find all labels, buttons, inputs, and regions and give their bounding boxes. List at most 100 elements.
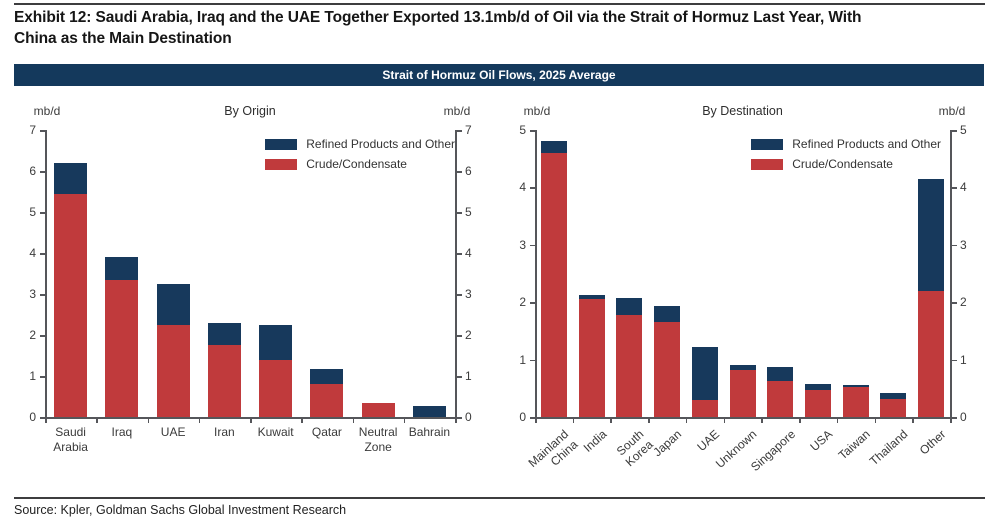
y-tick-label-left: 0 <box>29 410 36 424</box>
origin-chart: mb/d mb/d By Origin 0 0 1 1 2 2 3 3 4 4 5 5 6 6 7 7 Saudi A… <box>14 95 490 487</box>
x-tick <box>912 418 914 423</box>
x-axis-label: Iran <box>214 425 235 439</box>
x-tick <box>455 418 457 423</box>
top-divider <box>14 3 985 5</box>
bar-segment-refined <box>804 383 831 391</box>
x-tick <box>685 418 688 423</box>
x-axis-label: Japan <box>650 427 685 460</box>
x-tick <box>572 418 575 423</box>
y-axis-right <box>950 130 952 417</box>
x-axis-label: Kuwait <box>257 425 294 439</box>
y-tick-right <box>951 302 957 304</box>
y-tick-right <box>456 130 462 132</box>
bar-segment-crude <box>880 398 907 417</box>
y-tick-label-right: 4 <box>960 180 967 195</box>
x-tick <box>648 418 650 423</box>
y-tick-label-right: 1 <box>465 369 472 383</box>
y-tick-label-right: 1 <box>960 352 967 367</box>
y-axis-right <box>455 130 457 417</box>
bar-segment-crude <box>729 369 756 417</box>
x-tick <box>761 418 763 423</box>
bar-segment-crude <box>804 390 831 417</box>
bar-segment-crude <box>767 381 794 417</box>
bar-segment-crude <box>540 152 567 417</box>
y-axis-unit-right: mb/d <box>938 104 966 118</box>
bar-segment-refined <box>767 367 794 382</box>
y-tick-right <box>951 417 957 419</box>
chart-title: By Origin <box>224 104 276 118</box>
x-axis-label: Bahrain <box>408 425 451 439</box>
legend-row: Crude/Condensate <box>751 157 941 171</box>
y-tick-label-left: 7 <box>29 123 36 137</box>
y-tick-left <box>40 294 45 296</box>
bar-segment-refined <box>54 162 88 194</box>
bar-segment-refined <box>310 368 344 385</box>
y-tick-label-left: 4 <box>519 180 526 195</box>
chart-legend: Refined Products and Other Crude/Condensa… <box>751 137 941 171</box>
y-tick-left <box>40 171 45 173</box>
bar-segment-crude <box>207 345 241 417</box>
y-tick-label-left: 5 <box>29 205 36 219</box>
y-tick-label-right: 3 <box>960 237 967 252</box>
x-tick <box>45 418 47 423</box>
legend-row: Refined Products and Other <box>265 137 455 151</box>
x-tick <box>799 418 801 423</box>
source-note: Source: Kpler, Goldman Sachs Global Inve… <box>14 503 347 517</box>
y-tick-right <box>456 376 462 378</box>
bar-segment-crude <box>691 399 718 417</box>
destination-chart: mb/d mb/d By Destination 0 0 1 1 2 2 3 3 4 4 5 5 Mainla… <box>500 95 986 487</box>
y-tick-label-left: 6 <box>29 164 36 178</box>
chart-title: By Destination <box>702 104 783 118</box>
y-axis-unit-right: mb/d <box>443 104 471 118</box>
x-axis <box>535 417 952 419</box>
y-tick-label-left: 2 <box>29 328 36 342</box>
legend-swatch-crude <box>265 158 298 170</box>
bar-segment-refined <box>259 324 293 360</box>
bar-segment-crude <box>259 359 293 417</box>
x-axis-label: UAE <box>694 427 723 454</box>
y-tick-label-right: 3 <box>465 287 472 301</box>
y-tick-label-left: 3 <box>519 237 526 252</box>
y-tick-label-left: 3 <box>29 287 36 301</box>
x-tick <box>610 418 612 423</box>
legend-swatch-crude <box>751 158 784 170</box>
x-tick <box>301 418 303 423</box>
x-axis-label: USA <box>807 427 836 454</box>
legend-label: Refined Products and Other <box>792 137 941 151</box>
y-tick-left <box>530 417 535 419</box>
y-tick-left <box>530 359 535 362</box>
y-tick-label-right: 2 <box>465 328 472 342</box>
chart-legend: Refined Products and Other Crude/Condensa… <box>265 137 455 171</box>
bar-segment-refined <box>842 385 869 388</box>
y-tick-label-right: 7 <box>465 123 472 137</box>
bar-segment-crude <box>654 322 681 417</box>
y-tick-label-left: 2 <box>519 295 526 310</box>
y-tick-right <box>456 417 462 419</box>
bar-segment-refined <box>105 257 139 280</box>
bar-segment-crude <box>918 290 945 417</box>
exhibit-title-line1: Exhibit 12: Saudi Arabia, Iraq and the U… <box>14 9 862 26</box>
y-tick-left <box>40 130 45 132</box>
x-axis-label: Other <box>916 427 949 458</box>
y-tick-label-right: 5 <box>465 205 472 219</box>
y-tick-left <box>40 212 45 214</box>
y-tick-left <box>530 187 535 189</box>
bar-segment-refined <box>729 365 756 370</box>
exhibit-title-line2: China as the Main Destination <box>14 30 232 47</box>
x-tick <box>147 418 149 423</box>
y-tick-label-right: 5 <box>960 123 967 137</box>
y-tick-right <box>456 294 462 296</box>
y-axis-left <box>45 130 47 417</box>
y-tick-right <box>456 171 462 173</box>
x-axis-label: Qatar <box>311 425 342 439</box>
y-tick-right <box>951 359 957 362</box>
bar-segment-crude <box>156 324 190 417</box>
x-tick <box>250 418 252 423</box>
bar-segment-refined <box>691 346 718 400</box>
legend-row: Refined Products and Other <box>751 137 941 151</box>
x-tick <box>352 418 354 423</box>
y-tick-right <box>456 212 462 214</box>
bar-segment-refined <box>156 283 190 325</box>
bar-segment-crude <box>310 384 344 417</box>
y-tick-label-right: 0 <box>960 410 967 424</box>
